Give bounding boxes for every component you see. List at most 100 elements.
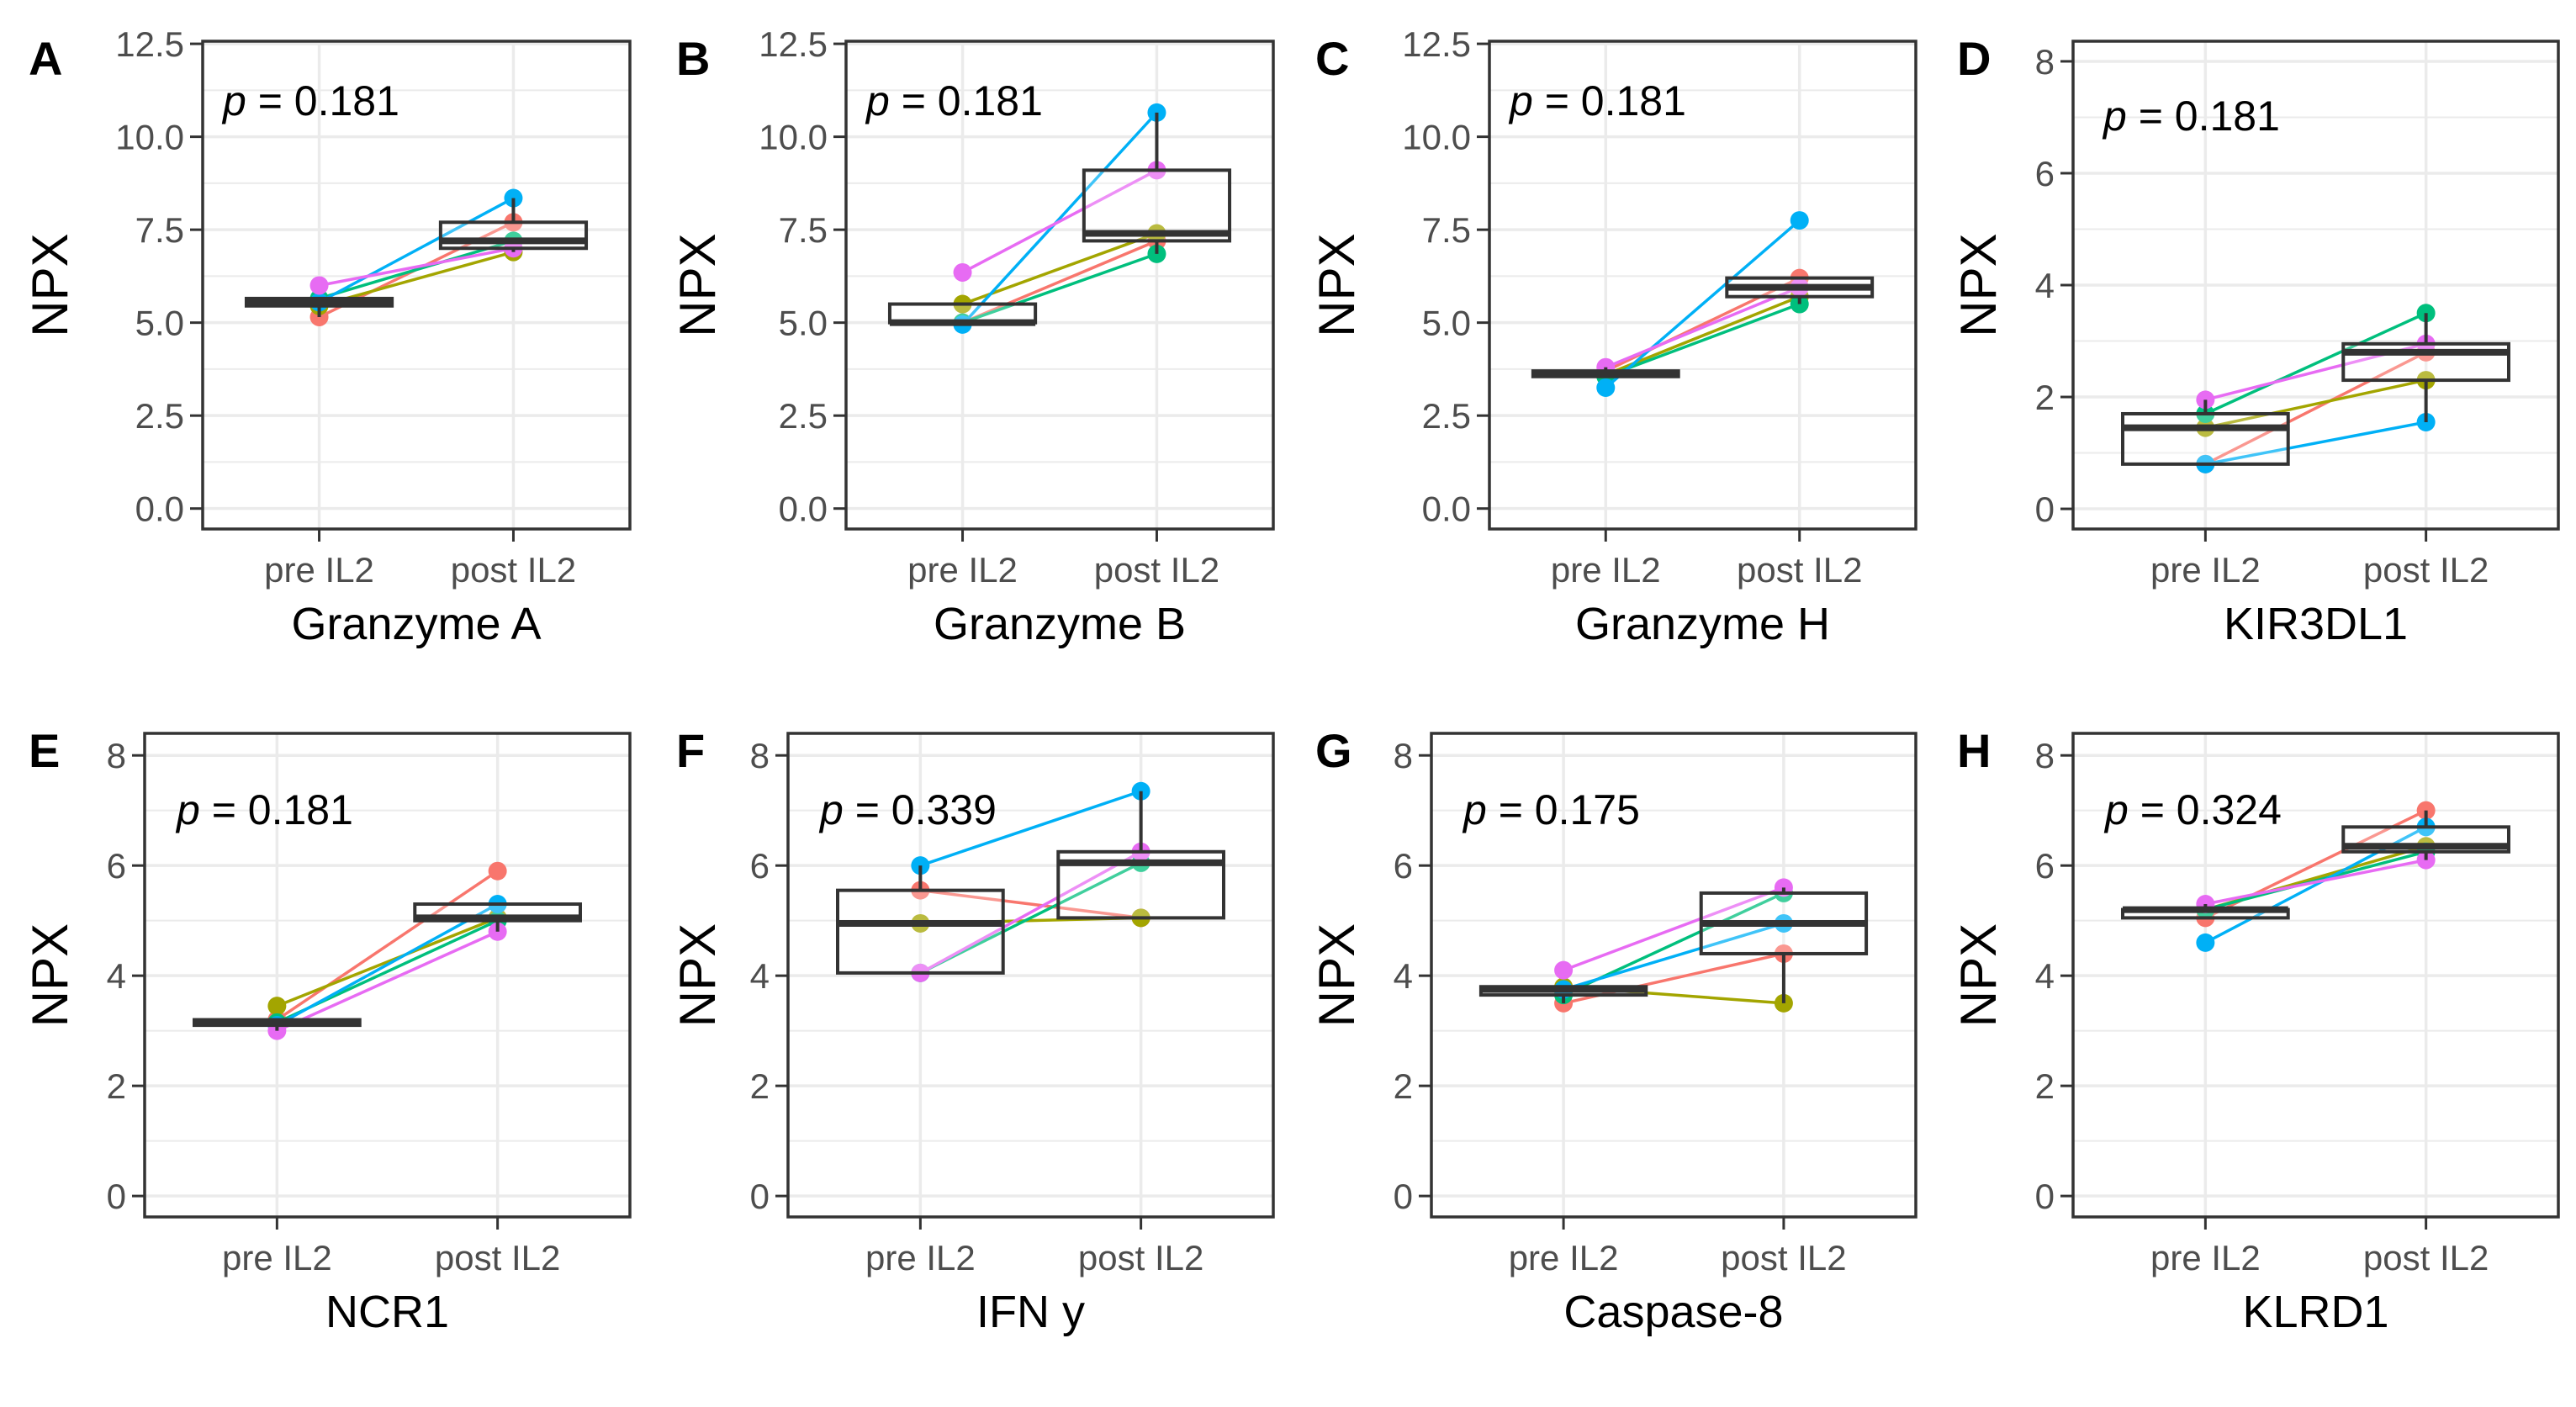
subject-line xyxy=(276,870,499,1021)
panel-letter: B xyxy=(676,32,710,85)
boxplot xyxy=(193,1018,362,1031)
subject-line xyxy=(2205,421,2426,466)
x-tick-label: post IL2 xyxy=(1078,1238,1203,1277)
panel-e: 0 2 4 6 8 pre IL2 post IL2 p = 0.181 NPX NCR1 E xyxy=(22,724,632,1337)
panel-d: 0 2 4 6 8 pre IL2 post IL2 p = 0.181 NPX KIR3DL1 D xyxy=(1950,32,2560,649)
panel-border xyxy=(1430,732,1917,1219)
panel-letter: G xyxy=(1315,724,1352,777)
y-tick-label: 10.0 xyxy=(1402,118,1471,157)
y-tick-label: 2 xyxy=(107,1066,126,1106)
panel-letter: A xyxy=(29,32,62,85)
y-axis-label: NPX xyxy=(669,233,726,336)
panel-title: KLRD1 xyxy=(2242,1287,2388,1337)
x-tick-label: pre IL2 xyxy=(2150,550,2261,590)
subject-line xyxy=(920,888,1141,920)
y-tick-label: 4 xyxy=(1394,956,1413,996)
boxplot xyxy=(1478,985,1648,1003)
y-tick-label: 2.5 xyxy=(779,396,828,436)
panel-h: 0 2 4 6 8 pre IL2 post IL2 p = 0.324 NPX KLRD1 H xyxy=(1950,724,2560,1337)
y-tick-label: 5.0 xyxy=(135,304,184,343)
boxplot xyxy=(1725,276,1875,304)
y-tick-label: 7.5 xyxy=(135,210,184,250)
y-tick-label: 12.5 xyxy=(115,24,184,64)
subject-line xyxy=(1605,286,1801,369)
boxplot xyxy=(2341,810,2510,860)
panel-letter: D xyxy=(1957,32,1991,85)
x-tick-label: post IL2 xyxy=(451,550,576,590)
data-point xyxy=(2416,412,2436,431)
p-value-label: p = 0.181 xyxy=(865,77,1043,124)
panel-f: 0 2 4 6 8 pre IL2 post IL2 p = 0.339 NPX IFN y F xyxy=(669,724,1275,1337)
x-tick-label: post IL2 xyxy=(2363,550,2489,590)
y-tick-label: 7.5 xyxy=(779,210,828,250)
y-tick-label: 0 xyxy=(1394,1177,1413,1216)
y-tick-label: 4 xyxy=(750,956,770,996)
subject-line xyxy=(961,111,1158,326)
boxplot xyxy=(413,902,582,932)
y-tick-label: 7.5 xyxy=(1422,210,1471,250)
y-tick-label: 6 xyxy=(107,846,126,886)
y-tick-label: 2 xyxy=(2035,378,2055,417)
subject-line xyxy=(1563,922,1785,992)
boxplot xyxy=(1699,887,1869,1003)
y-axis-label: NPX xyxy=(669,923,726,1027)
y-tick-label: 12.5 xyxy=(759,24,828,64)
x-tick-label: post IL2 xyxy=(2363,1238,2489,1277)
y-tick-label: 4 xyxy=(2035,956,2055,996)
panel-g: 0 2 4 6 8 pre IL2 post IL2 p = 0.175 NPX Caspase-… xyxy=(1309,724,1917,1337)
p-value-label: p = 0.181 xyxy=(1508,77,1686,124)
y-tick-label: 12.5 xyxy=(1402,24,1471,64)
x-tick-label: pre IL2 xyxy=(907,550,1018,590)
panel-title: Granzyme B xyxy=(934,599,1186,649)
y-tick-label: 2 xyxy=(1394,1066,1413,1106)
panel-border xyxy=(844,40,1275,531)
y-axis-label: NPX xyxy=(22,233,78,336)
x-tick-label: pre IL2 xyxy=(1509,1238,1619,1277)
x-tick-label: post IL2 xyxy=(1094,550,1219,590)
panel-letter: H xyxy=(1957,724,1991,777)
y-tick-label: 8 xyxy=(2035,736,2055,775)
x-tick-label: pre IL2 xyxy=(1551,550,1661,590)
y-tick-label: 2.5 xyxy=(1422,396,1471,436)
boxplot xyxy=(1082,112,1232,254)
panel-title: Granzyme A xyxy=(291,599,541,649)
boxplot xyxy=(2121,904,2290,920)
data-point xyxy=(309,276,329,295)
y-tick-label: 6 xyxy=(1394,846,1413,886)
y-tick-label: 8 xyxy=(1394,736,1413,775)
y-tick-label: 2 xyxy=(2035,1066,2055,1106)
subject-line xyxy=(961,231,1158,306)
subject-line xyxy=(919,861,1142,975)
panel-title: Granzyme H xyxy=(1575,599,1830,649)
boxplot xyxy=(438,198,589,252)
x-tick-label: post IL2 xyxy=(1737,550,1862,590)
subject-line xyxy=(319,246,514,288)
y-tick-label: 0.0 xyxy=(779,489,828,529)
y-tick-label: 0 xyxy=(2035,489,2055,529)
subject-line xyxy=(919,790,1142,867)
y-tick-label: 8 xyxy=(2035,42,2055,82)
y-tick-label: 0 xyxy=(750,1177,770,1216)
subject-line xyxy=(1563,886,1785,972)
box xyxy=(836,888,1005,975)
panel-title: IFN y xyxy=(976,1287,1085,1337)
subject-line xyxy=(2204,311,2427,415)
panel-border xyxy=(2071,732,2560,1219)
boxplot xyxy=(887,302,1038,326)
y-tick-label: 0.0 xyxy=(1422,489,1471,529)
data-point xyxy=(953,262,972,282)
box xyxy=(2121,411,2290,466)
subject-line xyxy=(2204,351,2427,466)
panel-c: 0.0 2.5 5.0 7.5 10.0 12.5 pre IL2 post IL2 p = 0… xyxy=(1309,24,1917,649)
boxplot xyxy=(2121,399,2290,466)
subject-line xyxy=(319,239,514,300)
panel-title: KIR3DL1 xyxy=(2224,599,2408,649)
subject-line xyxy=(2205,858,2426,906)
subject-line xyxy=(2204,378,2427,430)
p-value-label: p = 0.339 xyxy=(818,786,997,833)
box xyxy=(1082,168,1232,243)
panel-letter: E xyxy=(29,724,60,777)
y-tick-label: 6 xyxy=(750,846,770,886)
y-tick-label: 0 xyxy=(107,1177,126,1216)
y-axis-label: NPX xyxy=(1950,233,2007,336)
